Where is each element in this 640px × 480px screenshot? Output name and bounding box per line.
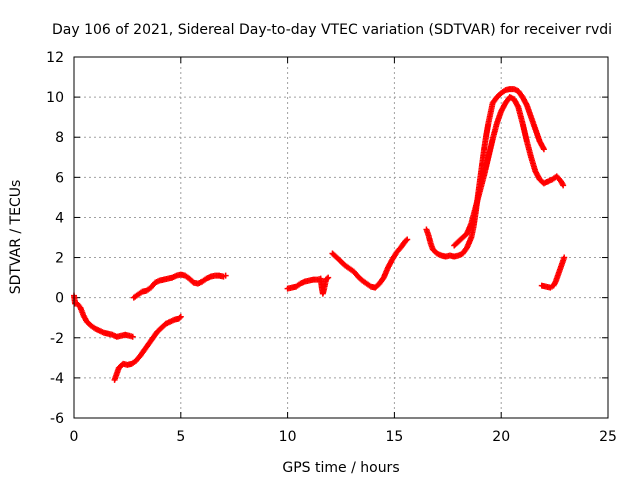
data-point-marker xyxy=(561,254,568,261)
data-point-marker xyxy=(560,182,567,189)
data-point-marker xyxy=(222,272,229,279)
y-axis-label: SDTVAR / TECUs xyxy=(8,180,24,295)
x-tick-label: 10 xyxy=(279,429,297,445)
data-point-marker xyxy=(403,237,410,244)
data-point-marker xyxy=(176,314,183,321)
x-axis-label: GPS time / hours xyxy=(282,460,399,476)
y-tick-label: 4 xyxy=(55,210,64,226)
data-point-marker xyxy=(404,236,411,243)
plot-frame xyxy=(73,56,609,419)
y-tick-label: 2 xyxy=(55,251,64,267)
y-tick-label: -6 xyxy=(50,411,64,427)
y-tick-label: 0 xyxy=(55,291,64,307)
x-tick-label: 15 xyxy=(385,429,403,445)
grid-lines xyxy=(74,57,608,418)
data-points xyxy=(71,86,568,383)
x-tick-label: 0 xyxy=(70,429,79,445)
y-tick-label: 6 xyxy=(55,170,64,186)
data-point-marker xyxy=(540,146,547,153)
y-tick-label: -2 xyxy=(50,331,64,347)
chart-title: Day 106 of 2021, Sidereal Day-to-day VTE… xyxy=(52,22,612,38)
y-tick-label: 8 xyxy=(55,130,64,146)
x-tick-label: 25 xyxy=(599,429,617,445)
y-tick-label: -4 xyxy=(50,371,64,387)
x-tick-label: 20 xyxy=(492,429,510,445)
x-tick-label: 5 xyxy=(176,429,185,445)
data-point-marker xyxy=(325,274,332,281)
data-point-marker xyxy=(324,275,331,282)
data-point-marker xyxy=(129,333,136,340)
axis-ticks: 0 5 10 15 20 25 -6 -4 -2 0 2 4 6 8 10 12 xyxy=(46,50,617,445)
y-tick-label: 10 xyxy=(46,90,64,106)
data-point-marker xyxy=(177,313,184,320)
y-tick-label: 12 xyxy=(46,50,64,66)
